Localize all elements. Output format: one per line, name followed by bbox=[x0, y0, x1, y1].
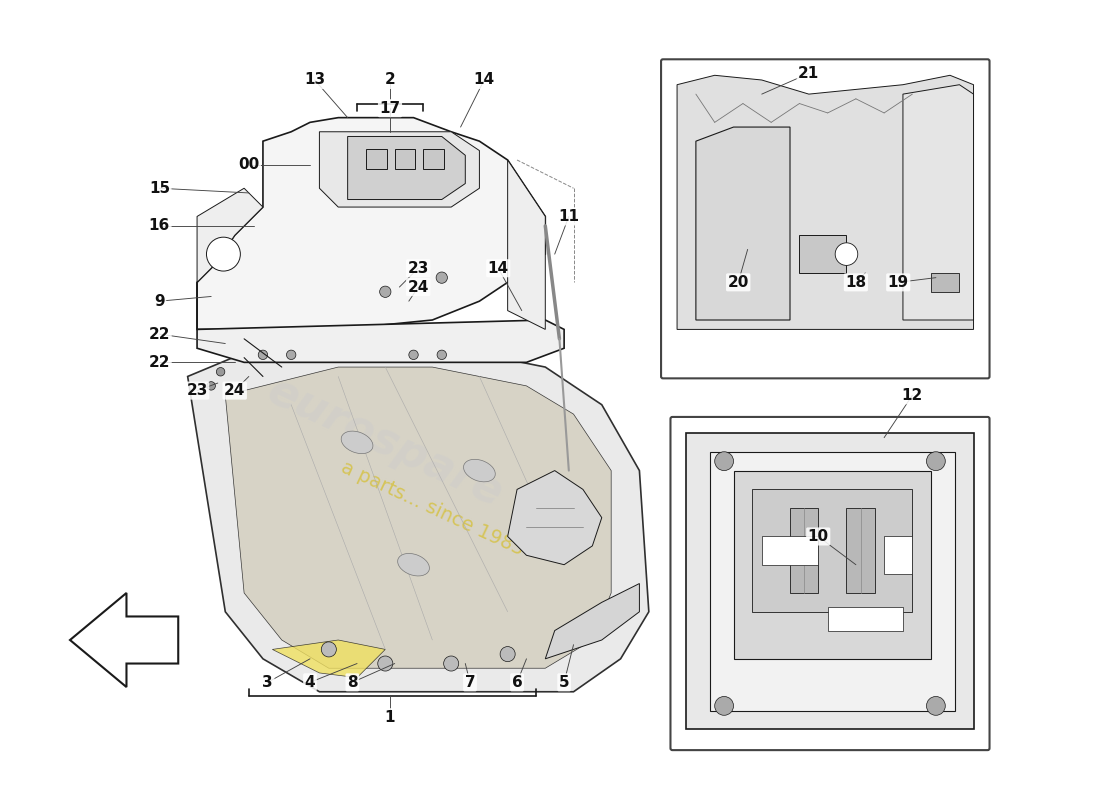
FancyBboxPatch shape bbox=[661, 59, 990, 378]
Polygon shape bbox=[507, 470, 602, 565]
Text: 16: 16 bbox=[148, 218, 170, 234]
Text: 24: 24 bbox=[407, 279, 429, 294]
Polygon shape bbox=[507, 160, 546, 330]
Polygon shape bbox=[678, 75, 974, 330]
Ellipse shape bbox=[398, 554, 429, 576]
Bar bbox=[884, 537, 912, 574]
Bar bbox=[790, 508, 818, 593]
Ellipse shape bbox=[463, 459, 495, 482]
Circle shape bbox=[436, 272, 448, 283]
Polygon shape bbox=[70, 593, 178, 687]
Circle shape bbox=[835, 243, 858, 266]
Circle shape bbox=[409, 350, 418, 359]
Polygon shape bbox=[734, 470, 932, 659]
Text: eurospare: eurospare bbox=[261, 369, 510, 516]
Circle shape bbox=[437, 350, 447, 359]
Bar bbox=[932, 273, 959, 292]
Circle shape bbox=[286, 350, 296, 359]
Bar bbox=[847, 508, 874, 593]
Bar bbox=[762, 537, 818, 565]
Polygon shape bbox=[546, 583, 639, 659]
Text: 6: 6 bbox=[512, 675, 522, 690]
Bar bbox=[366, 149, 387, 170]
Text: 20: 20 bbox=[727, 275, 749, 290]
FancyBboxPatch shape bbox=[671, 417, 990, 750]
Polygon shape bbox=[197, 118, 546, 330]
Polygon shape bbox=[319, 132, 480, 207]
Text: 13: 13 bbox=[304, 73, 326, 87]
Text: 14: 14 bbox=[474, 73, 495, 87]
Text: 2: 2 bbox=[385, 73, 395, 87]
Bar bbox=[827, 607, 903, 630]
Text: 19: 19 bbox=[888, 275, 909, 290]
Text: 22: 22 bbox=[148, 326, 170, 342]
Circle shape bbox=[321, 642, 337, 657]
Text: 10: 10 bbox=[807, 529, 828, 544]
Circle shape bbox=[217, 367, 224, 376]
Circle shape bbox=[377, 656, 393, 671]
Text: 17: 17 bbox=[379, 101, 400, 116]
Bar bbox=[422, 149, 443, 170]
Polygon shape bbox=[273, 640, 385, 678]
Text: 7: 7 bbox=[464, 675, 475, 690]
Text: 11: 11 bbox=[559, 209, 580, 224]
Circle shape bbox=[443, 656, 459, 671]
Circle shape bbox=[926, 697, 945, 715]
Text: 21: 21 bbox=[799, 66, 820, 81]
Bar bbox=[395, 149, 416, 170]
Polygon shape bbox=[752, 490, 912, 612]
Text: 23: 23 bbox=[407, 261, 429, 276]
Circle shape bbox=[715, 452, 734, 470]
Text: 9: 9 bbox=[154, 294, 165, 309]
Text: 22: 22 bbox=[148, 355, 170, 370]
Text: 23: 23 bbox=[186, 383, 208, 398]
Bar bbox=[800, 235, 847, 273]
Text: 24: 24 bbox=[224, 383, 245, 398]
Polygon shape bbox=[188, 348, 649, 692]
Text: 18: 18 bbox=[845, 275, 867, 290]
Text: 14: 14 bbox=[487, 261, 509, 276]
Polygon shape bbox=[226, 367, 612, 668]
Circle shape bbox=[500, 646, 515, 662]
Circle shape bbox=[926, 452, 945, 470]
Text: a parts... since 1985: a parts... since 1985 bbox=[338, 458, 527, 559]
Text: 5: 5 bbox=[559, 675, 570, 690]
Circle shape bbox=[379, 286, 390, 298]
Polygon shape bbox=[903, 85, 974, 320]
Circle shape bbox=[207, 237, 241, 271]
Circle shape bbox=[715, 697, 734, 715]
Text: 8: 8 bbox=[346, 675, 358, 690]
Text: 15: 15 bbox=[148, 181, 170, 196]
Polygon shape bbox=[348, 137, 465, 199]
Circle shape bbox=[207, 382, 216, 390]
Text: 12: 12 bbox=[902, 388, 923, 402]
Ellipse shape bbox=[341, 431, 373, 454]
Polygon shape bbox=[197, 320, 564, 362]
Text: 00: 00 bbox=[239, 158, 260, 172]
Polygon shape bbox=[686, 433, 974, 730]
Text: 1: 1 bbox=[385, 710, 395, 725]
Text: 4: 4 bbox=[305, 675, 316, 690]
Circle shape bbox=[258, 350, 267, 359]
Polygon shape bbox=[710, 452, 955, 710]
Polygon shape bbox=[696, 127, 790, 320]
Text: 3: 3 bbox=[262, 675, 273, 690]
Polygon shape bbox=[197, 188, 263, 330]
